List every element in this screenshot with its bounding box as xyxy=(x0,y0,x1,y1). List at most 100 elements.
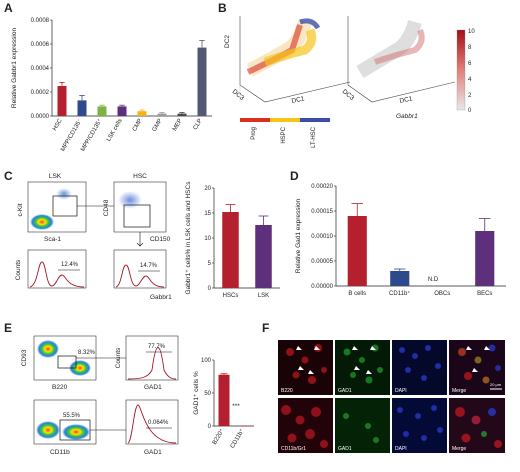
x-tick-label: OBCs xyxy=(434,291,450,297)
x-tick-label: B220⁺ xyxy=(211,428,226,446)
panel-e-row1-hist-percent: 77.7% xyxy=(148,344,166,350)
x-tick-label: GMP xyxy=(152,118,164,133)
y-tick-label: 0.0006 xyxy=(31,42,50,48)
panel-f-r2c1-label: CD11b/Gr1 xyxy=(281,446,306,452)
x-tick-label: HSC xyxy=(52,117,64,132)
x-tick-label: LSK xyxy=(258,293,269,299)
panel-e-label: E xyxy=(4,321,12,335)
colorbar-tick: 2 xyxy=(468,93,472,99)
panel-e-hist-ylabel: Counts xyxy=(115,347,122,368)
panel-c-lsk-title: LSK xyxy=(49,173,62,180)
panel-c-hsc-flow-plot: CD48 CD150 xyxy=(103,181,171,247)
y-axis-label: GAD1⁺ cells % xyxy=(193,371,200,415)
y-tick-label: 0.0002 xyxy=(31,90,50,96)
y-axis-label: Relative Gabbr1 expression xyxy=(11,28,18,109)
bar xyxy=(137,111,147,116)
panel-f-r1c3-label: DAPI xyxy=(395,388,407,394)
y-tick-label: 0.00005 xyxy=(311,259,333,265)
panel-a-label: A xyxy=(4,1,13,15)
x-tick-label: MPP/CD135⁻ xyxy=(60,118,83,153)
panel-e-row2-flow-plot: 55.5% CD11b xyxy=(33,399,126,456)
bar xyxy=(390,271,410,286)
bar xyxy=(197,47,207,116)
panel-b-lineage-legend: Prog HSPC LT-HSC xyxy=(240,118,330,148)
panel-f-r2c4-label: Merge xyxy=(452,446,466,452)
bar xyxy=(222,212,239,288)
legend-lt-hsc: LT-HSC xyxy=(311,126,317,148)
panel-f-r2c2-label: GAD1 xyxy=(338,446,352,452)
y-tick-label: 0 xyxy=(208,286,212,292)
x-tick-label: HSCs xyxy=(223,293,239,299)
bar xyxy=(97,106,107,116)
panel-f-label: F xyxy=(262,321,269,335)
y-tick-label: 0.00015 xyxy=(311,209,333,215)
y-tick-label: 0.0004 xyxy=(31,66,50,72)
x-tick-label: CD11b⁺ xyxy=(229,428,246,450)
bar xyxy=(157,113,167,116)
x-tick-label: CD11b⁺ xyxy=(389,290,410,297)
y-tick-label: 0.00010 xyxy=(311,234,333,240)
x-tick-label: B cells xyxy=(348,291,366,297)
panel-b-right-axis-dc1: DC1 xyxy=(399,95,414,105)
bar xyxy=(57,86,67,116)
x-tick-label: CMP xyxy=(132,118,144,133)
y-tick-label: 100 xyxy=(201,358,212,364)
colorbar-tick: 6 xyxy=(468,61,472,67)
bar xyxy=(218,374,230,426)
colorbar-tick: 4 xyxy=(468,77,472,83)
panel-c-hsc-percent: 14.7% xyxy=(140,263,158,269)
y-axis-label: Gabbr1⁺ cells% in LSK cells and HSCs xyxy=(185,181,192,295)
panel-c-hsc-y-label: CD48 xyxy=(103,199,110,216)
panel-c-lsk-flow-plot: c-Kit Sca-1 xyxy=(17,181,114,243)
panel-d-bar-chart: 0.00020 0.00015 0.00010 0.00005 0.00000 B cel… xyxy=(295,184,506,297)
panel-f-r1c4-label: Merge xyxy=(452,388,466,394)
y-tick-label: 0.0000 xyxy=(31,114,50,120)
y-tick-label: 0 xyxy=(208,424,212,430)
colorbar-tick: 8 xyxy=(468,45,472,51)
panel-e-row1-gate-percent: 8.32% xyxy=(78,350,96,356)
panel-e-row1-x-label: B220 xyxy=(52,384,68,391)
bar xyxy=(177,113,187,116)
panel-b-left-3d-plot: DC2 DC3 DC1 xyxy=(224,16,351,105)
panel-e-row2-x-label: CD11b xyxy=(50,449,70,456)
bar xyxy=(77,100,87,116)
panel-f-r1c1-label: B220 xyxy=(281,388,293,394)
y-tick-label: 15 xyxy=(204,211,211,217)
panel-f-r2c3-label: DAPI xyxy=(395,446,407,452)
panel-d-nd-label: N.D xyxy=(428,277,439,283)
panel-b-gene-label: Gabbr1 xyxy=(396,113,418,120)
panel-c-hsc-title: HSC xyxy=(133,173,147,180)
panel-e-row2-histogram: 0.064% GAD1 xyxy=(125,399,179,456)
panel-f-microscopy-grid: B220 GAD1 DAPI Merge CD11b/Gr1 GAD1 DAPI… xyxy=(278,340,505,453)
legend-hspc: HSPC xyxy=(281,126,287,143)
panel-c-hsc-histogram: 14.7% Gabbr1 xyxy=(113,249,172,301)
panel-c-bar-chart: 20 15 10 5 0 HSCs LSK Gabbr1⁺ cells% in LSK cel… xyxy=(185,181,280,299)
bar xyxy=(117,106,127,116)
x-tick-label: CLP xyxy=(193,118,204,131)
colorbar-tick: 10 xyxy=(468,29,475,35)
panel-b-label: B xyxy=(218,1,227,15)
bar xyxy=(347,216,367,286)
panel-b-left-axis-dc3: DC3 xyxy=(231,88,246,102)
panel-e-significance: *** xyxy=(232,403,240,410)
panel-e-row2-hist-xlabel: GAD1 xyxy=(144,449,162,456)
panel-c-lsk-percent: 12.4% xyxy=(61,262,79,268)
y-tick-label: 0.0008 xyxy=(31,18,50,24)
panel-c-lsk-hist-ylabel: Counts xyxy=(15,259,22,280)
panel-b-right-3d-plot: DC3 DC1 Gabbr1 xyxy=(341,16,456,120)
panel-d-label: D xyxy=(290,169,299,183)
y-tick-label: 0.00000 xyxy=(311,284,333,290)
panel-b-left-axis-dc1: DC1 xyxy=(291,95,306,105)
panel-b-colorbar: 10 8 6 4 2 0 xyxy=(456,29,475,114)
panel-e-row2-hist-percent: 0.064% xyxy=(148,420,169,426)
panel-e-row1-hist-xlabel: GAD1 xyxy=(144,384,162,391)
panel-e-row2-gate-percent: 55.5% xyxy=(63,413,81,419)
x-tick-label: MPP/CD135⁺ xyxy=(79,118,103,153)
colorbar-tick: 0 xyxy=(468,108,472,114)
bar xyxy=(475,231,495,286)
panel-f-scale-bar-label: 20 μm xyxy=(490,382,502,387)
y-tick-label: 50 xyxy=(204,391,211,397)
panel-b-left-axis-dc2: DC2 xyxy=(224,35,231,48)
